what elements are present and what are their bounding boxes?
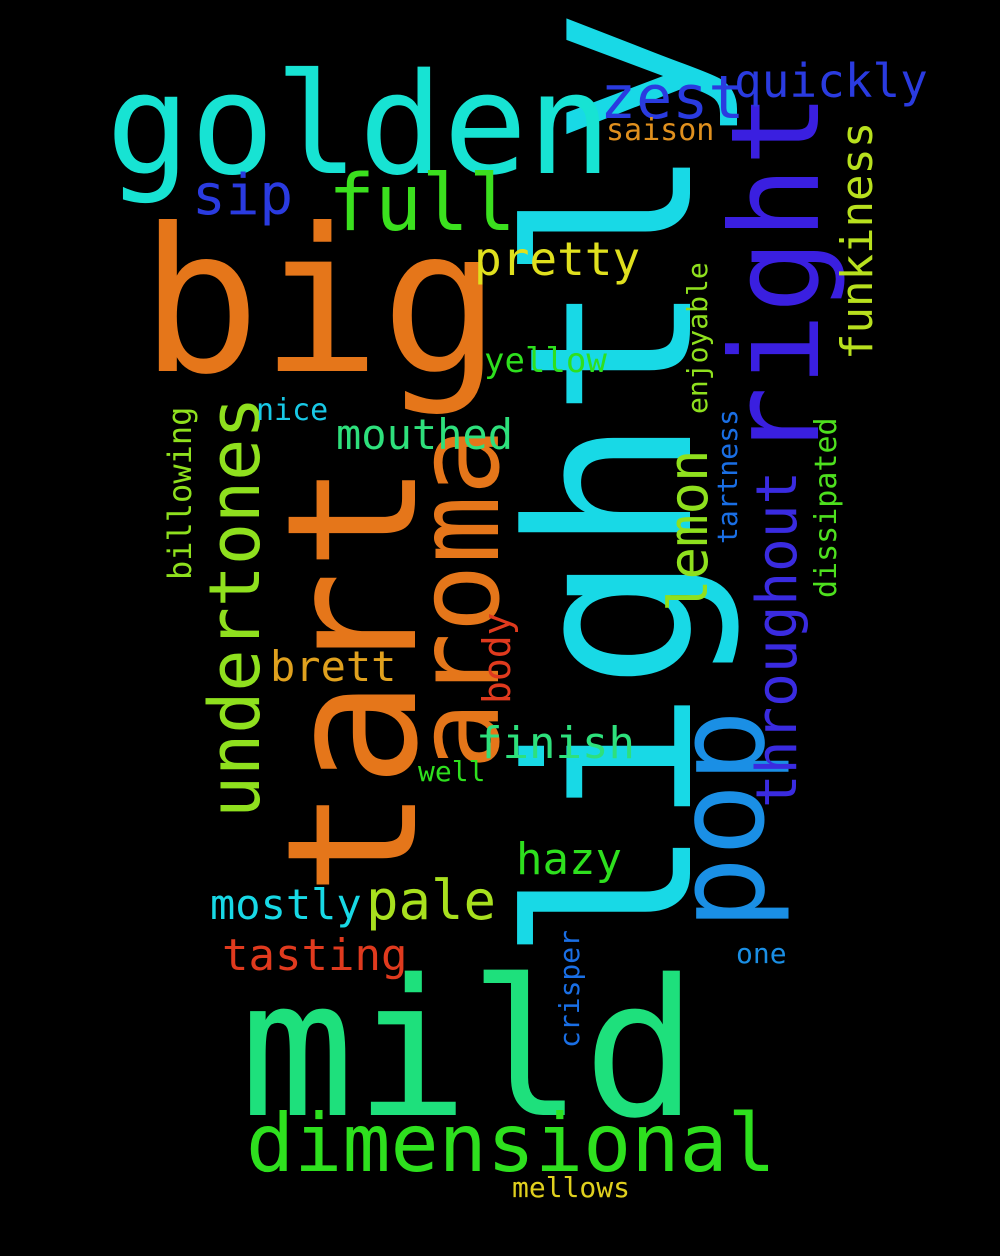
word-pale: pale: [366, 869, 497, 932]
word-quickly: quickly: [734, 54, 928, 108]
word-lemon: lemon: [657, 449, 720, 612]
word-mostly: mostly: [210, 880, 362, 929]
word-crisper: crisper: [553, 929, 586, 1048]
word-mellows: mellows: [512, 1171, 631, 1204]
word-golden: golden: [106, 44, 612, 207]
word-tartness: tartness: [711, 409, 744, 544]
word-brett: brett: [270, 642, 397, 691]
word-throughout: throughout: [745, 470, 810, 808]
word-yellow: yellow: [484, 341, 607, 381]
word-one: one: [736, 937, 787, 970]
word-dimensional: dimensional: [246, 1097, 776, 1190]
word-zest: zest: [600, 63, 745, 133]
word-enjoyable: enjoyable: [681, 262, 714, 414]
word-big: big: [140, 186, 502, 419]
word-tasting: tasting: [222, 930, 408, 981]
word-hazy: hazy: [516, 834, 622, 885]
word-nice: nice: [256, 393, 329, 428]
word-sip: sip: [192, 163, 294, 228]
word-well: well: [418, 755, 486, 788]
word-body: body: [475, 612, 519, 704]
word-pretty: pretty: [474, 232, 641, 286]
word-mouthed: mouthed: [336, 410, 514, 459]
word-undertones: undertones: [194, 396, 276, 818]
word-saison: saison: [606, 113, 715, 148]
word-finish: finish: [476, 718, 635, 769]
word-mild: mild: [240, 939, 698, 1160]
word-dissipated: dissipated: [809, 417, 844, 598]
word-billowing: billowing: [161, 406, 199, 580]
word-full: full: [328, 159, 516, 249]
word-funkiness: funkiness: [832, 121, 883, 360]
word-right: right: [705, 92, 847, 460]
